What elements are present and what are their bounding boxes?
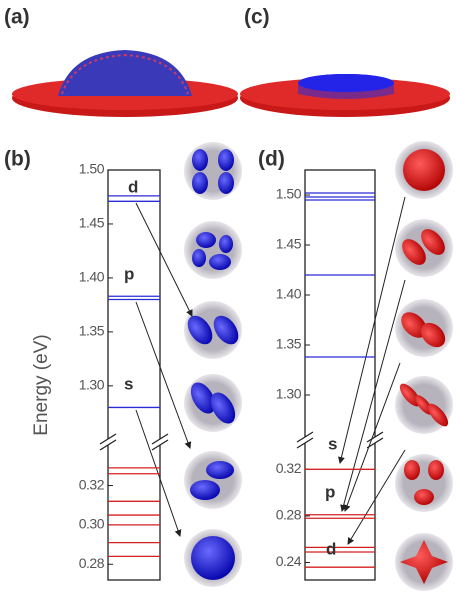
break-mark	[366, 431, 384, 443]
y-tick-label: 0.30	[79, 516, 105, 532]
level-annotation: d	[128, 177, 138, 196]
y-tick-label: 1.35	[79, 323, 105, 339]
orbitals-blue	[184, 142, 242, 587]
panel-label: (b)	[4, 148, 31, 171]
y-tick-label: 1.45	[79, 215, 105, 231]
level-annotation: s	[328, 434, 337, 453]
break-mark	[99, 433, 117, 445]
y-tick-label: 1.30	[79, 377, 105, 393]
y-tick-label: 0.32	[79, 476, 105, 492]
axis-break	[158, 439, 162, 445]
axis-break	[303, 437, 307, 443]
break-mark	[151, 439, 169, 451]
break-mark	[99, 439, 117, 451]
y-tick-label: 0.28	[276, 507, 302, 523]
level-annotation: s	[124, 374, 133, 393]
y-tick-label: 1.40	[79, 269, 105, 285]
y-tick-label: 0.32	[276, 460, 302, 476]
panel-label: (d)	[258, 148, 285, 171]
disc-a	[12, 50, 238, 117]
y-tick-label: 0.24	[276, 553, 302, 569]
y-axis-label: Energy (eV)	[31, 334, 52, 435]
axis-box	[107, 169, 161, 581]
break-mark	[151, 433, 169, 445]
y-tick-label: 1.35	[276, 336, 302, 352]
axis-break	[373, 437, 377, 443]
axis-box	[304, 169, 376, 581]
break-mark	[296, 437, 314, 449]
orbitals-red	[395, 141, 453, 591]
y-tick-label: 1.50	[276, 186, 302, 202]
panel-label: (c)	[244, 6, 270, 29]
y-tick-label: 1.45	[276, 236, 302, 252]
disc-c	[240, 74, 450, 117]
y-tick-label: 1.50	[79, 161, 105, 177]
break-mark	[366, 437, 384, 449]
break-mark	[296, 431, 314, 443]
axis-break	[106, 439, 110, 445]
panel-label: (a)	[4, 6, 30, 29]
y-tick-label: 1.30	[276, 386, 302, 402]
y-tick-label: 0.28	[79, 555, 105, 571]
level-annotation: d	[326, 539, 336, 558]
y-tick-label: 1.40	[276, 286, 302, 302]
arrows	[135, 196, 406, 545]
level-annotation: p	[325, 482, 335, 501]
level-annotation: p	[124, 264, 134, 283]
